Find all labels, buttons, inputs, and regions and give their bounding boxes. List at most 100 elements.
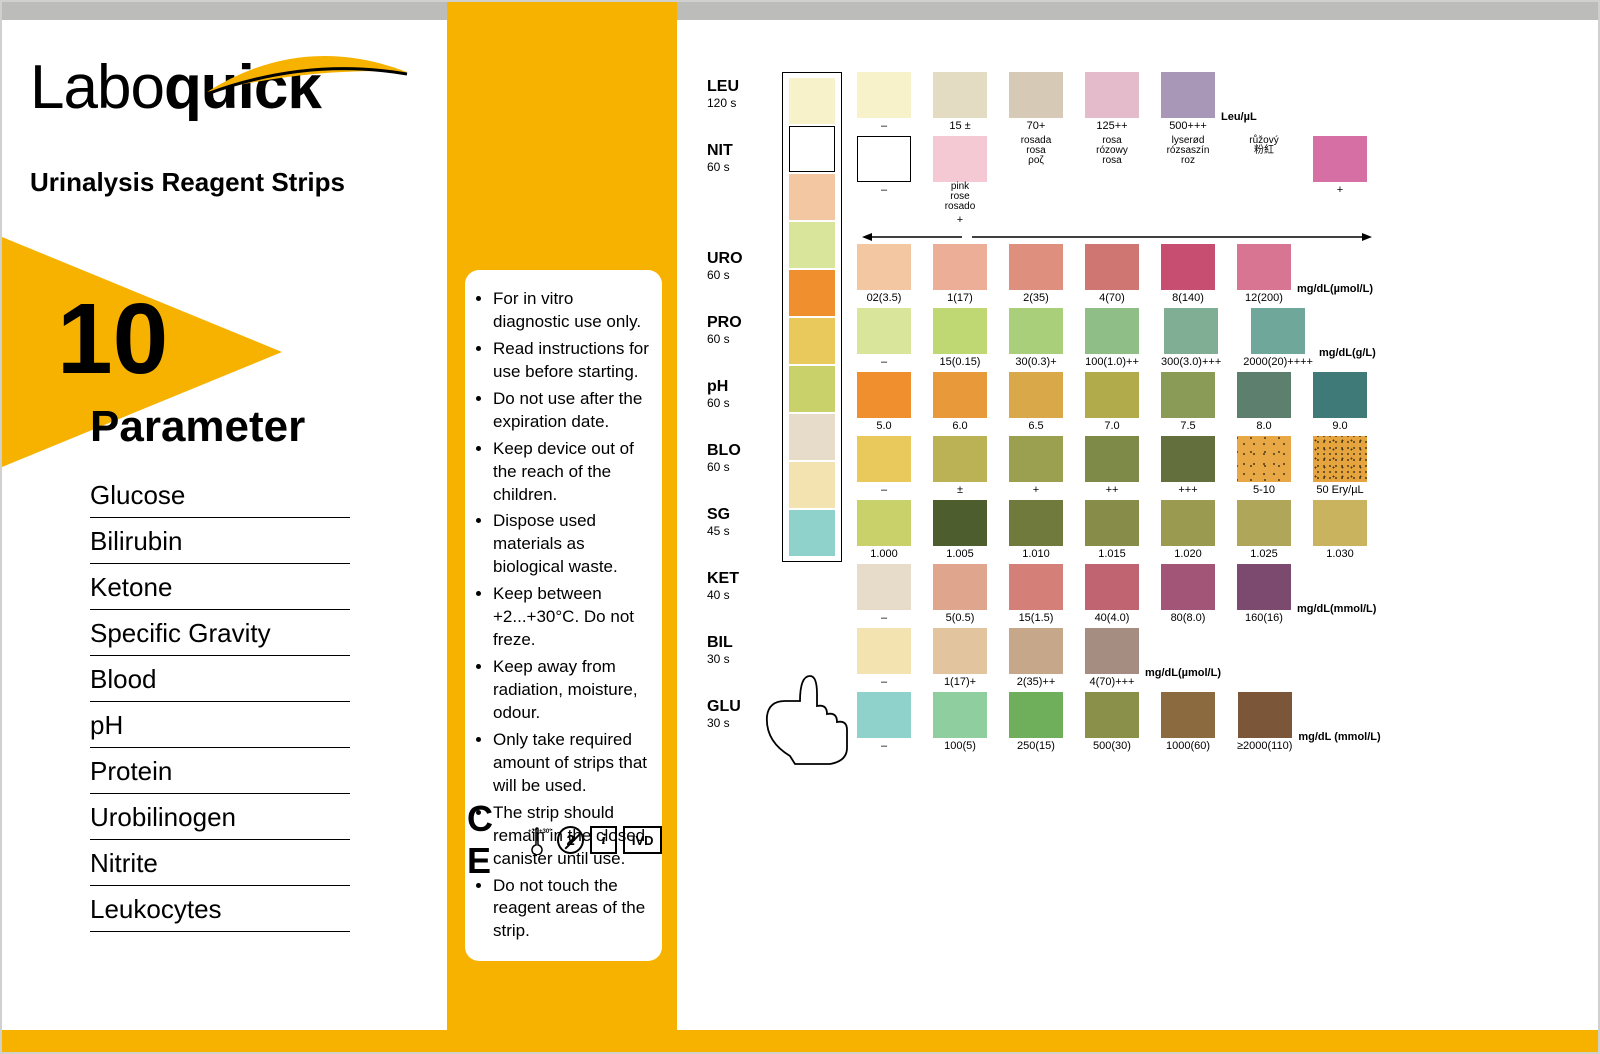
- color-cell: 15(1.5): [1009, 564, 1063, 626]
- color-swatch: [1009, 564, 1063, 610]
- color-cell: 1000(60): [1161, 692, 1215, 754]
- hand-icon: [755, 656, 875, 766]
- color-cell: 5(0.5): [933, 564, 987, 626]
- cell-value: 2(35)++: [1017, 676, 1056, 690]
- cell-value: 1.020: [1174, 548, 1202, 562]
- cell-value: 30(0.3)+: [1015, 356, 1056, 370]
- cell-value: +++: [1178, 484, 1197, 498]
- row-unit: mg/dL (mmol/L): [1298, 703, 1380, 743]
- color-swatch: [1161, 72, 1215, 118]
- strip-pad: [789, 510, 835, 556]
- color-cell: 30(0.3)+: [1009, 308, 1063, 370]
- cell-value: ++: [1106, 484, 1119, 498]
- cell-value: 300(3.0)+++: [1161, 356, 1221, 370]
- cell-value: 1.000: [870, 548, 898, 562]
- color-swatch: [1161, 372, 1215, 418]
- row-label: BLO60 s: [707, 436, 777, 474]
- cell-value: 1.030: [1326, 548, 1354, 562]
- row-cells: 5.06.06.57.07.58.09.0: [857, 372, 1367, 434]
- parameter-item: Nitrite: [90, 840, 350, 886]
- cell-value: 5.0: [876, 420, 891, 434]
- right-panel: LEU120 s–15 ±70+125++500+++Leu/µLNIT60 s…: [677, 2, 1598, 1052]
- color-cell: –: [857, 136, 911, 228]
- color-cell: 15 ±: [933, 72, 987, 134]
- parameter-item: Specific Gravity: [90, 610, 350, 656]
- color-cell: 2(35)++: [1009, 628, 1063, 690]
- color-cell: –: [857, 308, 911, 370]
- color-swatch: [1085, 628, 1139, 674]
- strip-pad: [789, 318, 835, 364]
- parameter-item: Urobilinogen: [90, 794, 350, 840]
- cell-value: 6.5: [1028, 420, 1043, 434]
- cell-value: ±: [957, 484, 963, 498]
- cell-value: 50 Ery/µL: [1316, 484, 1363, 498]
- color-cell: 500+++: [1161, 72, 1215, 134]
- color-cell: –: [857, 436, 911, 498]
- cell-value: 02(3.5): [867, 292, 902, 306]
- color-swatch: [1161, 436, 1215, 482]
- cell-value: 1.005: [946, 548, 974, 562]
- cell-value: –: [881, 484, 887, 498]
- color-swatch: [1009, 436, 1063, 482]
- color-swatch: [1313, 372, 1367, 418]
- middle-panel: For in vitro diagnostic use only.Read in…: [447, 2, 677, 1052]
- nit-translation: rosado: [945, 202, 976, 212]
- strip-pad: [789, 222, 835, 268]
- row-label: LEU120 s: [707, 72, 777, 110]
- color-swatch: [1313, 136, 1367, 182]
- color-cell: 70+: [1009, 72, 1063, 134]
- nit-translation: roz: [1181, 156, 1195, 166]
- color-cell: 02(3.5): [857, 244, 911, 306]
- color-swatch: [857, 308, 911, 354]
- color-swatch: [857, 436, 911, 482]
- reagent-strip: [782, 72, 842, 562]
- color-swatch: [857, 372, 911, 418]
- color-cell: 4(70)+++: [1085, 628, 1139, 690]
- color-cell: 5.0: [857, 372, 911, 434]
- row-cells: –15 ± 70+ 125++ 500+++: [857, 72, 1215, 134]
- color-cell: 1.030: [1313, 500, 1367, 562]
- nit-translation: ροζ: [1028, 156, 1044, 166]
- color-swatch: [933, 436, 987, 482]
- parameter-list: GlucoseBilirubinKetoneSpecific GravityBl…: [90, 472, 350, 932]
- cell-value: 15(0.15): [940, 356, 981, 370]
- color-swatch: [1313, 436, 1367, 482]
- color-cell: 8(140): [1161, 244, 1215, 306]
- bottom-accent-bar-right: [677, 1030, 1598, 1052]
- cell-value: 8.0: [1256, 420, 1271, 434]
- color-swatch: [933, 564, 987, 610]
- parameter-item: Leukocytes: [90, 886, 350, 932]
- color-cell: –: [857, 72, 911, 134]
- color-swatch: [1085, 372, 1139, 418]
- thermometer-icon: +2°+30°: [522, 825, 551, 855]
- nit-translation: rosa: [1102, 156, 1121, 166]
- color-cell: 80(8.0): [1161, 564, 1215, 626]
- cell-value: 100(1.0)++: [1085, 356, 1139, 370]
- color-swatch: [1085, 308, 1139, 354]
- row-cells: –pinkroserosado+rosadarosaροζrosarózowyr…: [857, 136, 1367, 228]
- color-swatch: [1237, 500, 1291, 546]
- color-cell: 125++: [1085, 72, 1139, 134]
- color-cell: 250(15): [1009, 692, 1063, 754]
- cell-value: 1(17): [947, 292, 973, 306]
- chart-row: KET40 s–5(0.5)15(1.5)40(4.0)80(8.0)160(1…: [707, 564, 1578, 626]
- package-layout: Laboquick Urinalysis Reagent Strips 10 P…: [0, 0, 1600, 1054]
- color-cell: 1.015: [1085, 500, 1139, 562]
- color-swatch: [1251, 308, 1305, 354]
- color-swatch: [857, 564, 911, 610]
- instruction-item: For in vitro diagnostic use only.: [493, 288, 652, 334]
- color-swatch: [1161, 564, 1215, 610]
- parameter-item: Ketone: [90, 564, 350, 610]
- cell-value: 1.010: [1022, 548, 1050, 562]
- color-cell: ≥2000(110): [1237, 692, 1292, 754]
- cell-value: 4(70)+++: [1090, 676, 1135, 690]
- color-cell: 50 Ery/µL: [1313, 436, 1367, 498]
- cell-value: +: [957, 214, 963, 228]
- cell-value: 7.0: [1104, 420, 1119, 434]
- color-cell: 1.005: [933, 500, 987, 562]
- cell-value: 12(200): [1245, 292, 1283, 306]
- color-swatch: [857, 500, 911, 546]
- svg-text:+30°: +30°: [539, 829, 551, 835]
- certification-row: C E +2°+30° 2 i IVD: [467, 798, 662, 882]
- color-swatch: [1009, 628, 1063, 674]
